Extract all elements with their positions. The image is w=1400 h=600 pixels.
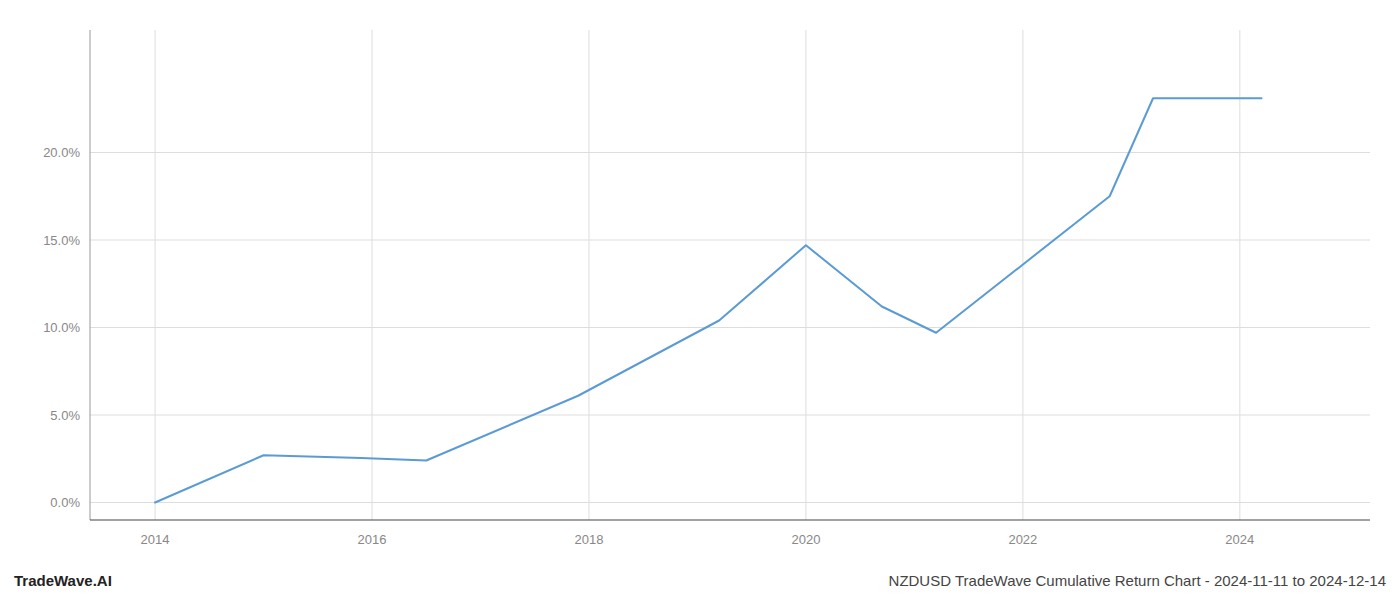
y-tick-label: 20.0% <box>43 145 80 160</box>
x-grid-line <box>372 30 373 520</box>
x-axis-line <box>90 520 1370 521</box>
y-axis-line <box>90 30 91 520</box>
plot-area <box>155 98 1261 502</box>
y-grid-line <box>90 502 1370 503</box>
x-grid-line <box>155 30 156 520</box>
x-tick-label: 2022 <box>1008 532 1037 547</box>
y-tick-label: 15.0% <box>43 233 80 248</box>
ticks: 2014 2016 2018 2020 2022 2024 0.0% 5.0% 10.0% 15.… <box>43 145 1254 547</box>
x-tick-label: 2018 <box>575 532 604 547</box>
x-grid-line <box>1022 30 1023 520</box>
y-tick-label: 10.0% <box>43 320 80 335</box>
y-grid-line <box>90 327 1370 328</box>
x-tick-label: 2024 <box>1225 532 1254 547</box>
chart-title: NZDUSD TradeWave Cumulative Return Chart… <box>889 572 1386 589</box>
chart-container: 2014 2016 2018 2020 2022 2024 0.0% 5.0% 10.0% 15.… <box>0 0 1400 600</box>
y-grid-line <box>90 240 1370 241</box>
chart-svg: 2014 2016 2018 2020 2022 2024 0.0% 5.0% 10.0% 15.… <box>0 0 1400 600</box>
x-tick-label: 2020 <box>791 532 820 547</box>
y-tick-label: 0.0% <box>50 495 80 510</box>
x-grid-line <box>805 30 806 520</box>
grid <box>90 30 1370 520</box>
x-tick-label: 2014 <box>141 532 170 547</box>
x-grid-line <box>1239 30 1240 520</box>
watermark: TradeWave.AI <box>14 572 112 589</box>
x-tick-label: 2016 <box>358 532 387 547</box>
y-grid-line <box>90 415 1370 416</box>
x-grid-line <box>588 30 589 520</box>
y-grid-line <box>90 152 1370 153</box>
data-line <box>155 98 1261 502</box>
y-tick-label: 5.0% <box>50 408 80 423</box>
